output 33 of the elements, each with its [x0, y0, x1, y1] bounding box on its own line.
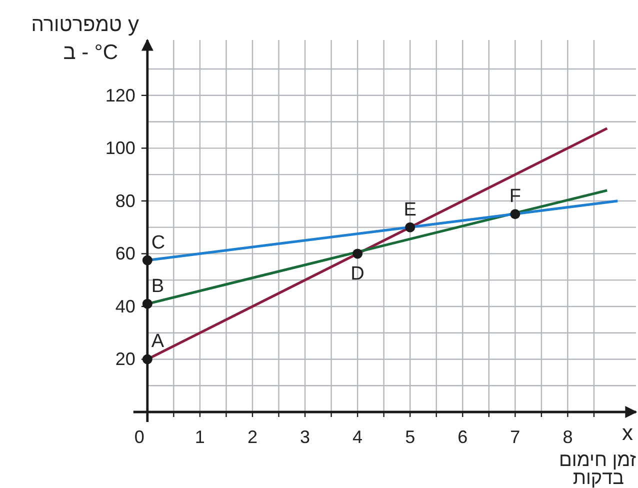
x-tick-label: 4	[352, 427, 363, 447]
annotation: F	[509, 186, 521, 208]
point	[510, 209, 520, 220]
point	[352, 248, 363, 259]
y-tick-label: 80	[115, 190, 136, 211]
x-tick-label: 0	[134, 427, 144, 447]
annotation: C	[151, 232, 166, 254]
annotation: A	[151, 331, 164, 352]
text: טמפרטורה	[31, 14, 122, 36]
y-tick-label: 120	[105, 85, 136, 106]
y-tick-label: 20	[115, 349, 136, 370]
x-tick-label: 2	[247, 427, 258, 447]
point	[405, 222, 416, 232]
x-tick-label: 5	[405, 427, 416, 447]
text: זמן חימום	[559, 450, 636, 471]
x-tick-label: 3	[300, 427, 310, 447]
x-tick-label: 1	[194, 427, 205, 447]
point	[142, 354, 152, 364]
y-tick-label: 40	[115, 296, 136, 316]
y-tick-label: 60	[115, 244, 136, 264]
y-axis-title: y	[128, 11, 139, 36]
y-tick-label: 100	[105, 138, 136, 158]
annotation: E	[404, 199, 416, 220]
x-tick-label: 6	[458, 427, 468, 447]
x-tick-label: 8	[562, 427, 573, 447]
text: ב - °C	[63, 41, 118, 64]
point	[142, 255, 152, 266]
annotation: B	[151, 276, 164, 297]
point	[142, 298, 152, 309]
x-axis-title: x	[622, 420, 633, 445]
x-tick-label: 7	[510, 427, 520, 447]
text: בדקות	[572, 468, 624, 488]
annotation: D	[350, 264, 364, 285]
